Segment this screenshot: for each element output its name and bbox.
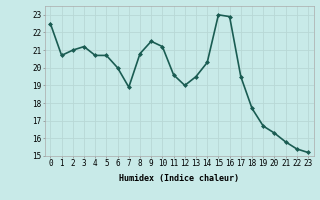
- X-axis label: Humidex (Indice chaleur): Humidex (Indice chaleur): [119, 174, 239, 183]
